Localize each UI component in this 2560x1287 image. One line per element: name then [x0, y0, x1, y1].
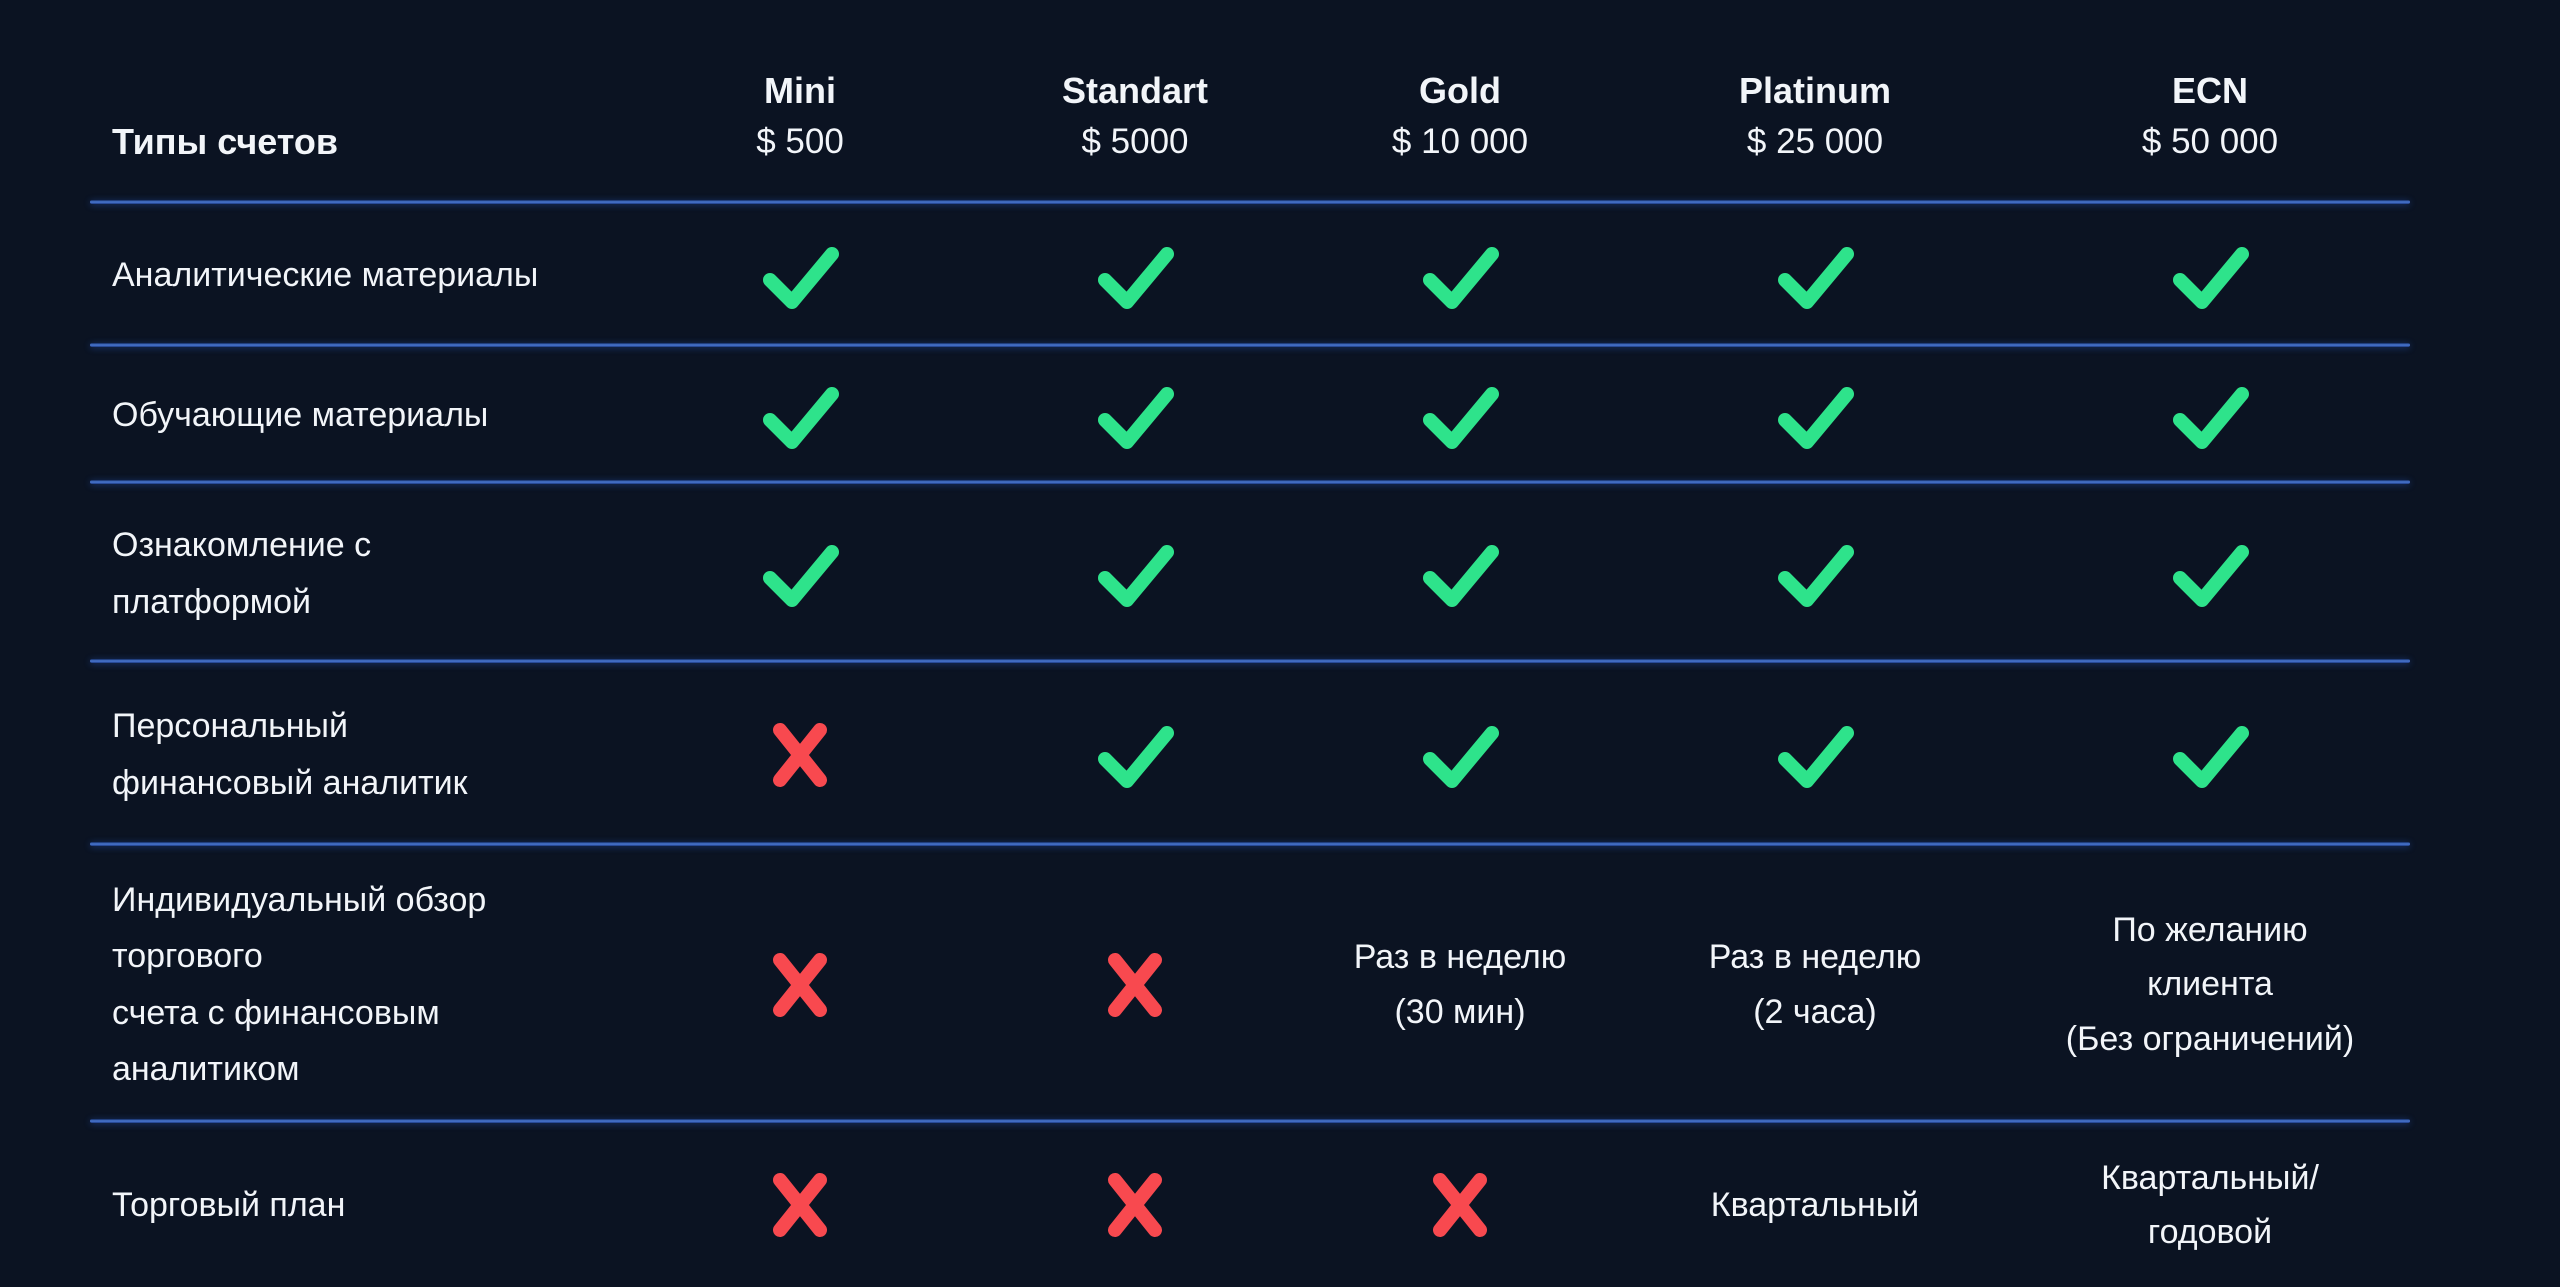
cell-cross [970, 940, 1300, 1030]
cell-check [2010, 530, 2410, 618]
check-icon [1423, 725, 1499, 788]
cell-check [2010, 711, 2410, 799]
cell-check [630, 372, 970, 460]
account-types-table: Типы счетов Mini $ 500 Standart $ 5000 Gold $… [90, 0, 2410, 1287]
table-row: Обучающие материалы [90, 347, 2410, 484]
cell-text-value: По желанию клиента (Без ограничений) [2065, 910, 2355, 1058]
cell-cross [630, 710, 970, 800]
column-header-ecn: ECN $ 50 000 [2010, 65, 2410, 204]
cell-check [2010, 232, 2410, 320]
corner-label: Типы счетов [112, 120, 339, 162]
cell-check [1620, 232, 2010, 320]
row-label: Персональный финансовый аналитик [112, 707, 468, 802]
check-icon [2173, 725, 2249, 788]
row-label: Обучающие материалы [112, 396, 489, 435]
cell-check [970, 711, 1300, 799]
cross-icon [773, 1173, 827, 1237]
cell-check [1300, 530, 1620, 618]
check-icon [1423, 544, 1499, 607]
row-label: Торговый план [112, 1185, 346, 1224]
plan-price: $ 500 [756, 122, 844, 162]
plan-price: $ 50 000 [2141, 122, 2279, 162]
plan-price: $ 10 000 [1391, 122, 1529, 162]
cell-text: Квартальный [1620, 1178, 2010, 1232]
table-row: Аналитические материалы [90, 204, 2410, 347]
check-icon [1098, 386, 1174, 449]
row-label: Индивидуальный обзор торгового счета с ф… [112, 881, 487, 1088]
cell-text-value: Раз в неделю (2 часа) [1708, 938, 1922, 1031]
check-icon [1778, 725, 1854, 788]
table-row: Торговый план Квартальный Квартальный/ год… [90, 1123, 2410, 1287]
cell-text-value: Квартальный [1710, 1185, 1920, 1224]
cell-text: Квартальный/ годовой [2010, 1151, 2410, 1260]
table-header-row: Типы счетов Mini $ 500 Standart $ 5000 Gold $… [90, 0, 2410, 204]
cell-cross [970, 1160, 1300, 1250]
check-icon [1098, 725, 1174, 788]
check-icon [763, 386, 839, 449]
cell-text: Раз в неделю (30 мин) [1300, 930, 1620, 1039]
row-label: Ознакомление с платформой [112, 526, 372, 621]
plan-name: Mini [764, 70, 836, 112]
cross-icon [1108, 1173, 1162, 1237]
cell-check [1300, 232, 1620, 320]
plan-name: Gold [1419, 70, 1501, 112]
check-icon [2173, 246, 2249, 309]
check-icon [1098, 544, 1174, 607]
cross-icon [773, 722, 827, 787]
check-icon [1423, 386, 1499, 449]
table-row: Индивидуальный обзор торгового счета с ф… [90, 846, 2410, 1123]
check-icon [763, 246, 839, 309]
check-icon [1778, 386, 1854, 449]
cell-check [1300, 372, 1620, 460]
cell-check [630, 530, 970, 618]
column-header-mini: Mini $ 500 [630, 65, 970, 204]
column-header-standart: Standart $ 5000 [970, 65, 1300, 204]
cell-check [1620, 530, 2010, 618]
cell-text-value: Раз в неделю (30 мин) [1353, 938, 1567, 1031]
cross-icon [1108, 952, 1162, 1017]
table-row: Персональный финансовый аналитик [90, 663, 2410, 846]
cell-text: Раз в неделю (2 часа) [1620, 930, 2010, 1039]
cell-check [2010, 372, 2410, 460]
column-header-gold: Gold $ 10 000 [1300, 65, 1620, 204]
cell-check [970, 232, 1300, 320]
plan-price: $ 5000 [1081, 122, 1189, 162]
cell-check [970, 372, 1300, 460]
plan-price: $ 25 000 [1746, 122, 1884, 162]
check-icon [2173, 386, 2249, 449]
cell-check [1620, 372, 2010, 460]
cross-icon [1433, 1173, 1487, 1237]
check-icon [763, 544, 839, 607]
cross-icon [773, 952, 827, 1017]
table-row: Ознакомление с платформой [90, 484, 2410, 663]
cell-cross [630, 1160, 970, 1250]
cell-text: По желанию клиента (Без ограничений) [2010, 903, 2410, 1066]
cell-check [970, 530, 1300, 618]
plan-name: Platinum [1738, 70, 1891, 112]
column-header-platinum: Platinum $ 25 000 [1620, 65, 2010, 204]
check-icon [1423, 246, 1499, 309]
cell-cross [630, 940, 970, 1030]
check-icon [2173, 544, 2249, 607]
cell-check [1620, 711, 2010, 799]
cell-check [1300, 711, 1620, 799]
check-icon [1778, 544, 1854, 607]
check-icon [1098, 246, 1174, 309]
cell-check [630, 232, 970, 320]
row-label: Аналитические материалы [112, 256, 539, 295]
plan-name: ECN [2171, 70, 2248, 112]
plan-name: Standart [1061, 70, 1209, 112]
cell-cross [1300, 1160, 1620, 1250]
check-icon [1778, 246, 1854, 309]
cell-text-value: Квартальный/ годовой [2101, 1158, 2319, 1251]
